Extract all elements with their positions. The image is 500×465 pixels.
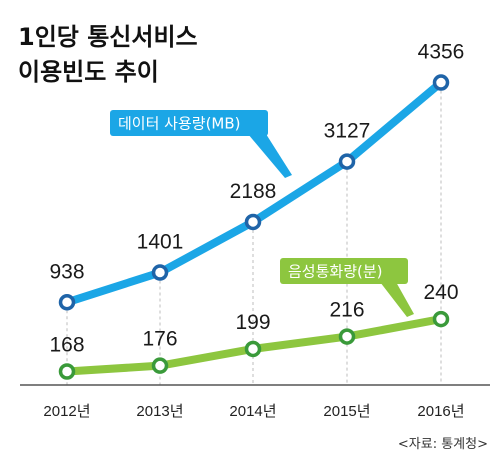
chart-title-line-1: 1인당 통신서비스	[18, 23, 198, 51]
voice-call-marker-0	[58, 363, 76, 380]
data-usage-tag: 데이터 사용량(MB)	[110, 110, 292, 178]
data-usage-label-0: 938	[49, 260, 84, 283]
data-usage-marker-1	[151, 264, 169, 281]
data-usage-label-2: 2188	[230, 180, 277, 203]
voice-call-tag-pointer	[380, 282, 414, 317]
voice-call-tag-box	[280, 258, 408, 284]
voice-call-label-3: 216	[329, 299, 364, 322]
x-tick-label: 2012년	[43, 403, 90, 420]
voice-call-marker-3	[338, 328, 356, 345]
voice-call-label-2: 199	[235, 311, 270, 334]
x-tick-label: 2016년	[417, 403, 464, 420]
data-usage-tag-text: 데이터 사용량(MB)	[118, 115, 241, 133]
series-lines	[58, 74, 450, 380]
x-tick-labels: 2012년 2013년 2014년 2015년 2016년	[43, 403, 464, 420]
voice-call-marker-4	[432, 310, 450, 328]
data-usage-label-3: 3127	[324, 120, 371, 143]
data-usage-tag-pointer	[248, 134, 292, 178]
source-note: <자료: 통계청>	[398, 437, 488, 452]
voice-call-marker-2	[244, 340, 262, 358]
voice-call-tag-text: 음성통화량(분)	[288, 263, 383, 281]
x-tick-label: 2013년	[136, 403, 183, 420]
data-usage-marker-4	[432, 74, 450, 91]
voice-call-label-0: 168	[49, 334, 84, 357]
data-labels: 938 1401 2188 3127 4356 168 176 199 216 240	[49, 41, 464, 357]
voice-call-tag: 음성통화량(분)	[280, 258, 414, 317]
x-tick-label: 2015년	[323, 403, 370, 420]
data-usage-marker-0	[58, 294, 76, 311]
data-usage-tag-box	[110, 110, 268, 136]
series-tags: 데이터 사용량(MB) 음성통화량(분)	[110, 110, 414, 317]
data-usage-marker-2	[244, 213, 262, 231]
chart-title-line-2: 이용빈도 추이	[18, 58, 159, 86]
data-usage-label-1: 1401	[137, 231, 184, 254]
voice-call-marker-1	[151, 357, 169, 374]
voice-call-label-4: 240	[423, 281, 458, 304]
data-usage-marker-3	[338, 153, 356, 170]
data-usage-label-4: 4356	[418, 41, 465, 64]
voice-call-label-1: 176	[142, 328, 177, 351]
x-tick-label: 2014년	[229, 403, 276, 420]
